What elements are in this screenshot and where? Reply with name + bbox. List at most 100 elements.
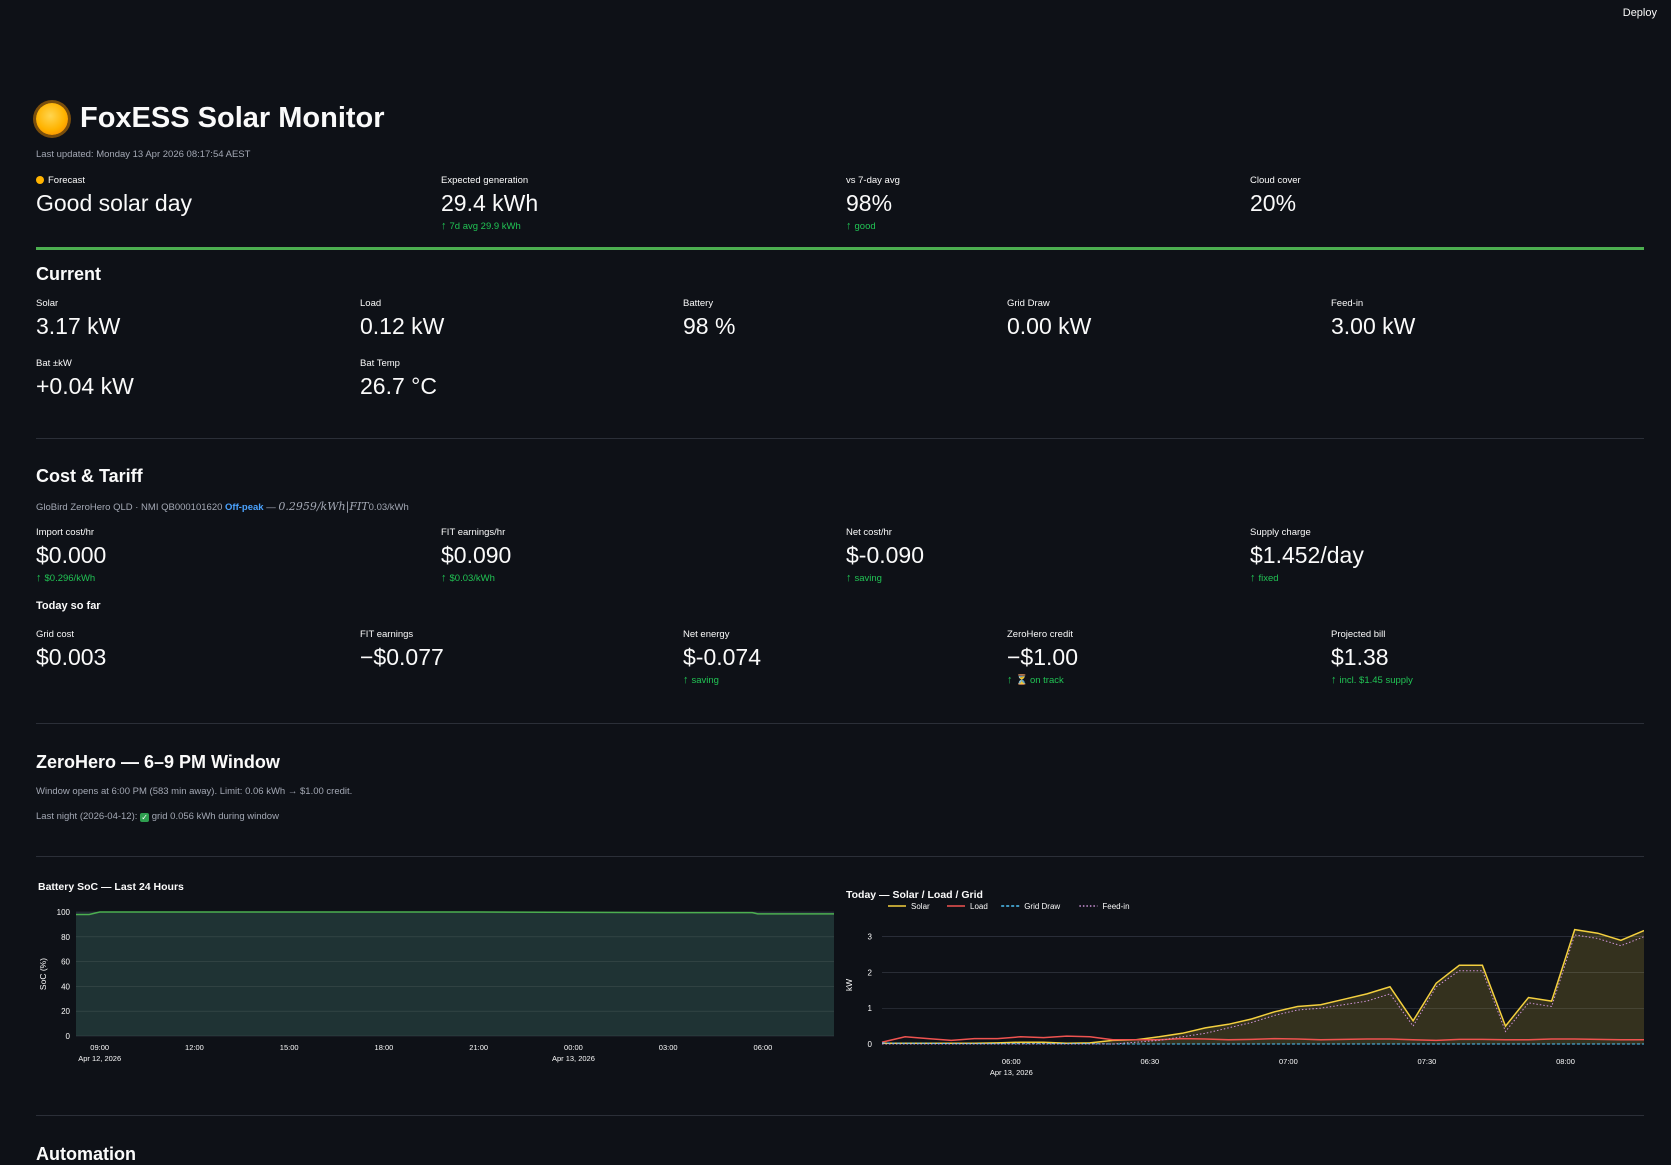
- title-row: FoxESS Solar Monitor: [36, 102, 385, 135]
- metric-bat-temp: Bat Temp 26.7 °C: [360, 358, 437, 400]
- metric-label: Expected generation: [441, 175, 529, 186]
- section-heading-automation: Automation: [36, 1144, 136, 1164]
- metric-value: 26.7 °C: [360, 373, 437, 399]
- metric-label: Battery: [683, 298, 714, 309]
- x-tick-label: 21:00: [469, 1043, 488, 1052]
- metric-label: Cloud cover: [1250, 175, 1301, 186]
- series-area-solar: [882, 929, 1644, 1044]
- metric-label: ZeroHero credit: [1007, 629, 1073, 640]
- arrow-up-icon: ↑: [36, 572, 42, 584]
- x-tick-sublabel: Apr 13, 2026: [990, 1068, 1033, 1077]
- metric-label: FIT earnings: [360, 629, 414, 640]
- energy-flow-chart[interactable]: Today — Solar / Load / Grid 0 1 2 3 kW Solar Lo…: [846, 884, 1644, 1080]
- x-tick-label: 06:00: [1002, 1057, 1021, 1066]
- metric-value: 0.12 kW: [360, 313, 445, 339]
- series-line-solar: [882, 928, 1644, 1045]
- last-updated: Last updated: Monday 13 Apr 2026 08:17:5…: [36, 149, 251, 160]
- metric-value: −$0.077: [360, 644, 444, 670]
- battery-soc-chart[interactable]: Battery SoC — Last 24 Hours 0 20 40 60 80 100 S…: [36, 876, 846, 1072]
- y-tick-label: 2: [868, 968, 873, 977]
- metric-value: 3.17 kW: [36, 313, 121, 339]
- metric-net-energy: Net energy $-0.074 ↑ saving: [683, 629, 761, 686]
- metric-value: $0.003: [36, 644, 107, 670]
- y-axis-label: kW: [846, 979, 854, 991]
- section-heading-cost: Cost & Tariff: [36, 466, 143, 486]
- y-axis-label: SoC (%): [38, 958, 48, 990]
- tariff-suffix: 0.03/kWh: [368, 502, 409, 513]
- metric-delta: $0.03/kWh: [449, 573, 495, 584]
- metric-label: Import cost/hr: [36, 527, 95, 538]
- metric-label: Forecast: [48, 175, 85, 186]
- soc-area: [76, 912, 834, 1036]
- metric-forecast: Forecast Good solar day: [36, 175, 192, 217]
- soc-line: [76, 911, 834, 916]
- metric-bat-kw: Bat ±kW +0.04 kW: [36, 358, 134, 400]
- metric-value: 98 %: [683, 313, 736, 339]
- arrow-up-icon: ↑: [1331, 674, 1337, 686]
- metric-label: Bat ±kW: [36, 358, 72, 369]
- y-tick-label: 1: [868, 1004, 873, 1013]
- arrow-up-icon: ↑: [1007, 674, 1013, 686]
- series-line-feed-in: [882, 934, 1644, 1045]
- today-so-far-heading: Today so far: [36, 600, 101, 612]
- metric-label: Load: [360, 298, 382, 309]
- tariff-line: GloBird ZeroHero QLD · NMI QB000101620 O…: [36, 500, 409, 513]
- metric-fit-earnings-hr: FIT earnings/hr $0.090 ↑ $0.03/kWh: [441, 527, 511, 584]
- metric-fit-earnings: FIT earnings −$0.077: [360, 629, 444, 671]
- divider: [36, 438, 1644, 439]
- metric-cloud-cover: Cloud cover 20%: [1250, 175, 1301, 217]
- x-tick-label: 06:30: [1140, 1057, 1159, 1066]
- arrow-up-icon: ↑: [441, 220, 447, 232]
- metric-value: 98%: [846, 190, 893, 216]
- metric-projected-bill: Projected bill $1.38 ↑ incl. $1.45 supply: [1331, 629, 1413, 686]
- page-title: FoxESS Solar Monitor: [80, 102, 385, 134]
- legend-entry: Solar: [911, 902, 930, 911]
- tariff-formula: 0.2959/kWh|FIT: [278, 500, 369, 513]
- metric-grid-cost: Grid cost $0.003: [36, 629, 106, 671]
- x-tick-label: 00:00: [564, 1043, 583, 1052]
- legend-entry: Feed-in: [1102, 902, 1129, 911]
- metric-label: Bat Temp: [360, 358, 400, 369]
- metric-value: Good solar day: [36, 190, 192, 216]
- metric-value: 20%: [1250, 190, 1297, 216]
- metric-delta: $0.296/kWh: [44, 573, 96, 584]
- x-tick-label: 03:00: [659, 1043, 678, 1052]
- y-tick-label: 60: [61, 958, 70, 967]
- x-tick-label: 12:00: [185, 1043, 204, 1052]
- arrow-up-icon: ↑: [683, 674, 689, 686]
- metric-value: 0.00 kW: [1007, 313, 1092, 339]
- metric-delta: fixed: [1258, 573, 1279, 584]
- x-tick-label: 18:00: [375, 1043, 394, 1052]
- metric-delta: 7d avg 29.9 kWh: [449, 221, 521, 232]
- section-heading-current: Current: [36, 264, 102, 284]
- metric-label: Supply charge: [1250, 527, 1311, 538]
- metric-value: $0.090: [441, 542, 512, 568]
- metric-import-cost: Import cost/hr $0.000 ↑ $0.296/kWh: [36, 527, 106, 584]
- metric-value: 3.00 kW: [1331, 313, 1416, 339]
- metric-value: $-0.090: [846, 542, 925, 568]
- x-tick-label: 15:00: [280, 1043, 299, 1052]
- metric-expected-generation: Expected generation 29.4 kWh ↑ 7d avg 29.…: [441, 175, 538, 232]
- metric-feed-in: Feed-in 3.00 kW: [1331, 298, 1415, 340]
- x-tick-sublabel: Apr 13, 2026: [552, 1054, 595, 1063]
- metric-value: +0.04 kW: [36, 373, 134, 399]
- metric-value: −$1.00: [1007, 644, 1078, 670]
- deploy-button[interactable]: Deploy: [1617, 6, 1663, 20]
- metric-value: $1.452/day: [1250, 542, 1364, 568]
- metric-grid-draw: Grid Draw 0.00 kW: [1007, 298, 1091, 340]
- metric-label: FIT earnings/hr: [441, 527, 506, 538]
- chart-title: Battery SoC — Last 24 Hours: [38, 881, 184, 893]
- divider: [36, 723, 1644, 724]
- y-tick-label: 0: [868, 1040, 873, 1049]
- metric-value: $0.000: [36, 542, 107, 568]
- metric-label: Solar: [36, 298, 59, 309]
- x-tick-label: 09:00: [90, 1043, 109, 1052]
- metric-delta: saving: [854, 573, 882, 584]
- metric-load: Load 0.12 kW: [360, 298, 444, 340]
- metric-label: Grid cost: [36, 629, 75, 640]
- metric-delta: on track: [1029, 675, 1064, 686]
- y-tick-label: 100: [57, 908, 71, 917]
- metric-solar: Solar 3.17 kW: [36, 298, 120, 340]
- y-tick-label: 80: [61, 933, 70, 942]
- hourglass-icon: ⏳: [1015, 675, 1028, 686]
